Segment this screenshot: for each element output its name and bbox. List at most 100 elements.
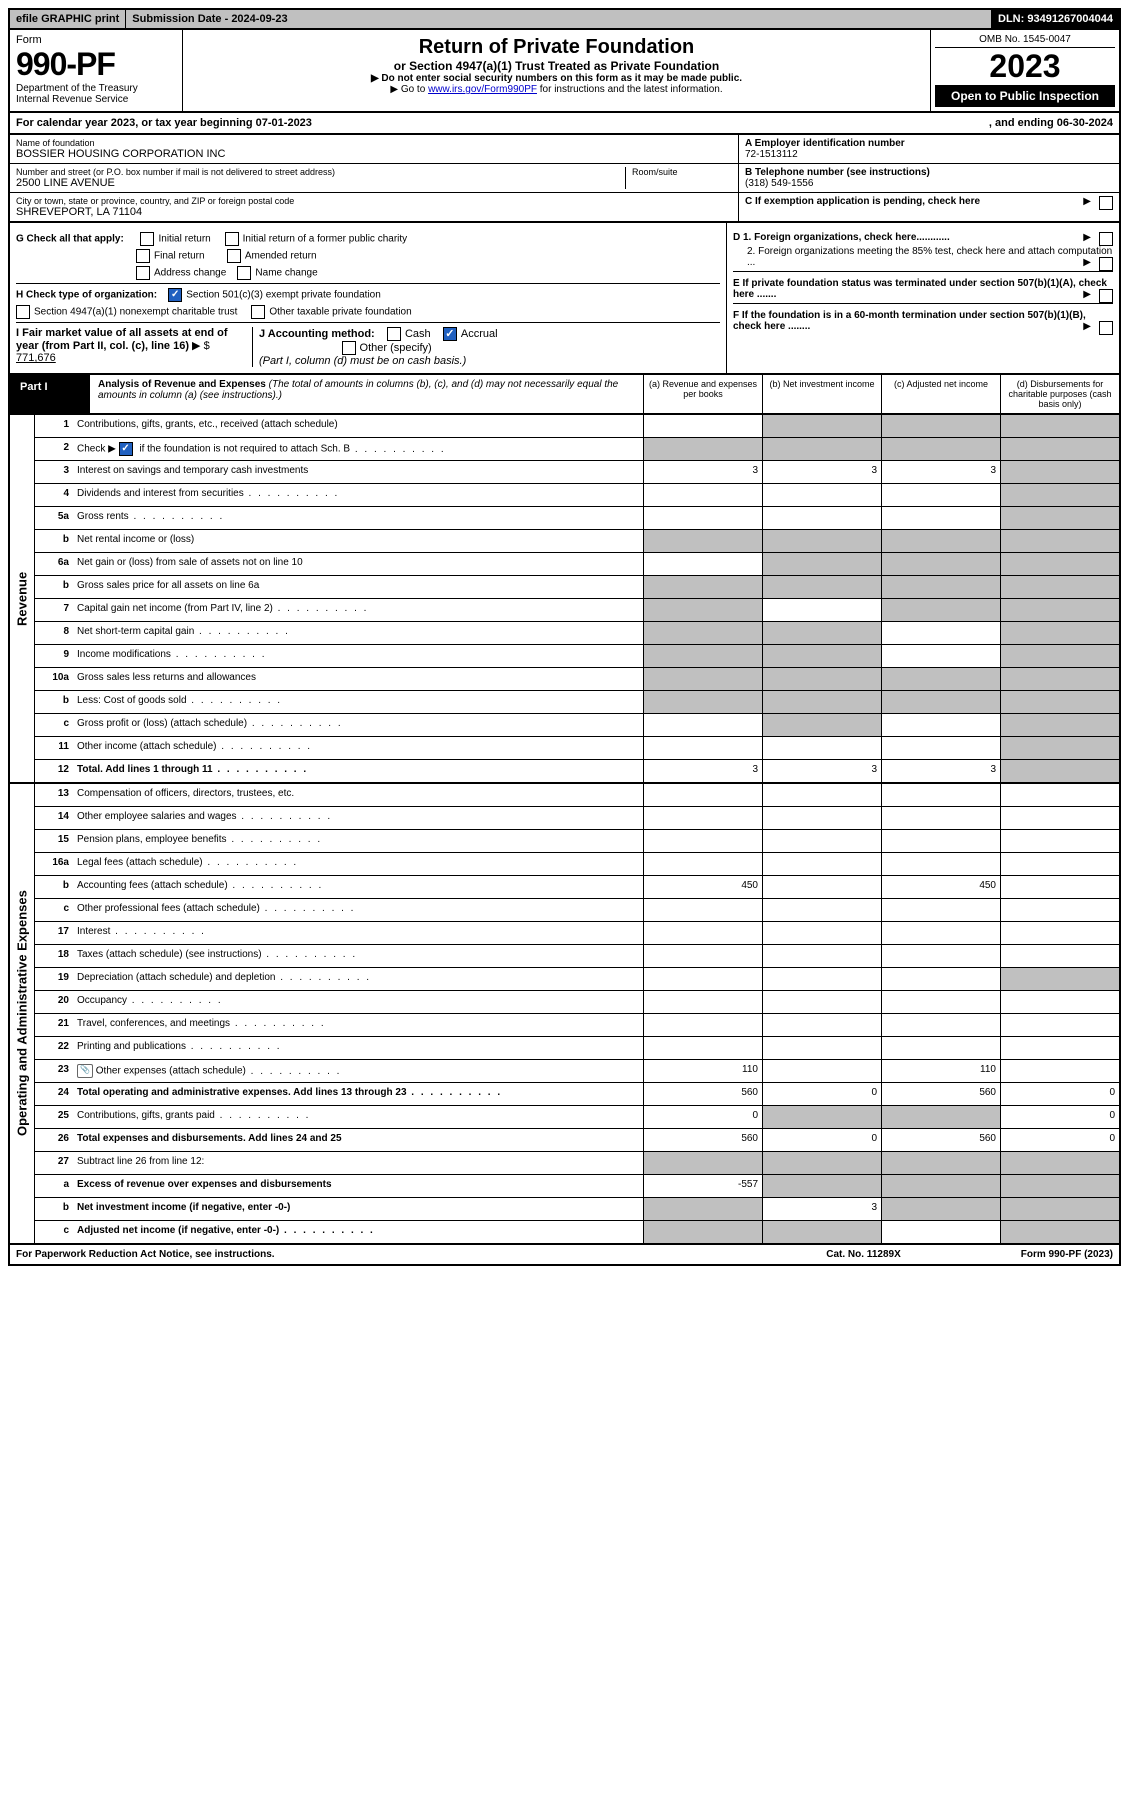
cell-a: 3 <box>643 760 762 782</box>
col-b-head: (b) Net investment income <box>763 375 882 413</box>
c-checkbox[interactable] <box>1099 196 1113 210</box>
cell-b <box>762 1221 881 1243</box>
cell-e <box>1000 737 1119 759</box>
cell-c <box>881 691 1000 713</box>
ein-label: A Employer identification number <box>745 138 1113 149</box>
cell-a <box>643 622 762 644</box>
row-desc: Gross sales less returns and allowances <box>73 668 643 690</box>
ein-cell: A Employer identification number 72-1513… <box>739 135 1119 164</box>
cell-a <box>643 899 762 921</box>
i-value: 771,676 <box>16 352 56 364</box>
row-desc: Other income (attach schedule) <box>73 737 643 759</box>
table-row: bNet investment income (if negative, ent… <box>35 1198 1119 1221</box>
h-501c3-checkbox[interactable]: ✓ <box>168 288 182 302</box>
g-initial-former-checkbox[interactable] <box>225 232 239 246</box>
cell-b <box>762 599 881 621</box>
e-row: E If private foundation status was termi… <box>733 271 1113 300</box>
cell-e <box>1000 1221 1119 1243</box>
cell-e <box>1000 645 1119 667</box>
cell-a <box>643 784 762 806</box>
cell-a <box>643 668 762 690</box>
cell-c <box>881 737 1000 759</box>
cell-b <box>762 622 881 644</box>
cell-e <box>1000 1060 1119 1082</box>
attachment-icon[interactable]: 📎 <box>77 1064 93 1078</box>
table-row: bLess: Cost of goods sold <box>35 691 1119 714</box>
g-address-checkbox[interactable] <box>136 266 150 280</box>
j-accrual-checkbox[interactable]: ✓ <box>443 327 457 341</box>
cell-c <box>881 1037 1000 1059</box>
cell-b: 0 <box>762 1083 881 1105</box>
cell-b <box>762 507 881 529</box>
row-num: 3 <box>35 461 73 483</box>
irs-link[interactable]: www.irs.gov/Form990PF <box>428 84 537 95</box>
i-block: I Fair market value of all assets at end… <box>16 327 253 367</box>
row-desc: Net rental income or (loss) <box>73 530 643 552</box>
row-num: 8 <box>35 622 73 644</box>
row-desc: Taxes (attach schedule) (see instruction… <box>73 945 643 967</box>
j-other-checkbox[interactable] <box>342 341 356 355</box>
table-row: 14Other employee salaries and wages <box>35 807 1119 830</box>
table-row: 18Taxes (attach schedule) (see instructi… <box>35 945 1119 968</box>
cell-c <box>881 645 1000 667</box>
row-num: 16a <box>35 853 73 875</box>
cell-c <box>881 853 1000 875</box>
h-4947-checkbox[interactable] <box>16 305 30 319</box>
d2-checkbox[interactable] <box>1099 257 1113 271</box>
e-checkbox[interactable] <box>1099 289 1113 303</box>
cell-e <box>1000 461 1119 483</box>
form-subtitle: or Section 4947(a)(1) Trust Treated as P… <box>189 59 924 73</box>
address-cell: Number and street (or P.O. box number if… <box>10 164 738 193</box>
d2-label: 2. Foreign organizations meeting the 85%… <box>747 246 1112 268</box>
d1-checkbox[interactable] <box>1099 232 1113 246</box>
f-checkbox[interactable] <box>1099 321 1113 335</box>
ij-row: I Fair market value of all assets at end… <box>16 322 720 367</box>
h-label: H Check type of organization: <box>16 290 157 301</box>
cell-c <box>881 807 1000 829</box>
e-label: E If private foundation status was termi… <box>733 278 1107 300</box>
cell-b: 3 <box>762 760 881 782</box>
f-row: F If the foundation is in a 60-month ter… <box>733 303 1113 332</box>
cell-a <box>643 1221 762 1243</box>
j-cash-checkbox[interactable] <box>387 327 401 341</box>
footer-mid: Cat. No. 11289X <box>826 1249 900 1260</box>
row-num: 26 <box>35 1129 73 1151</box>
cell-c <box>881 830 1000 852</box>
cell-e <box>1000 853 1119 875</box>
submission-date: Submission Date - 2024-09-23 <box>126 10 992 28</box>
row-num: 18 <box>35 945 73 967</box>
row-num: 11 <box>35 737 73 759</box>
checks-block: G Check all that apply: Initial return I… <box>8 223 1121 375</box>
cell-c <box>881 1198 1000 1220</box>
cell-e <box>1000 899 1119 921</box>
g-amended-checkbox[interactable] <box>227 249 241 263</box>
row-desc: Capital gain net income (from Part IV, l… <box>73 599 643 621</box>
table-row: 20Occupancy <box>35 991 1119 1014</box>
g-label: G Check all that apply: <box>16 234 124 245</box>
table-row: 24Total operating and administrative exp… <box>35 1083 1119 1106</box>
table-row: 25Contributions, gifts, grants paid00 <box>35 1106 1119 1129</box>
cell-e <box>1000 691 1119 713</box>
row-desc: Pension plans, employee benefits <box>73 830 643 852</box>
city-label: City or town, state or province, country… <box>16 196 732 206</box>
cell-c <box>881 945 1000 967</box>
schb-checkbox[interactable]: ✓ <box>119 442 133 456</box>
cell-a <box>643 737 762 759</box>
cell-e <box>1000 784 1119 806</box>
row-desc: Net gain or (loss) from sale of assets n… <box>73 553 643 575</box>
g-name-checkbox[interactable] <box>237 266 251 280</box>
row-desc: Dividends and interest from securities <box>73 484 643 506</box>
h-other-checkbox[interactable] <box>251 305 265 319</box>
cell-b <box>762 484 881 506</box>
arrow-icon: ▶ <box>1083 289 1091 300</box>
instr2-pre: ▶ Go to <box>390 84 428 95</box>
g-opt-2: Final return <box>154 251 205 262</box>
cell-c <box>881 599 1000 621</box>
cell-a <box>643 484 762 506</box>
cell-c <box>881 553 1000 575</box>
g-final-checkbox[interactable] <box>136 249 150 263</box>
cell-b <box>762 1106 881 1128</box>
instruction-2: ▶ Go to www.irs.gov/Form990PF for instru… <box>189 84 924 95</box>
row-num: c <box>35 714 73 736</box>
g-initial-checkbox[interactable] <box>140 232 154 246</box>
